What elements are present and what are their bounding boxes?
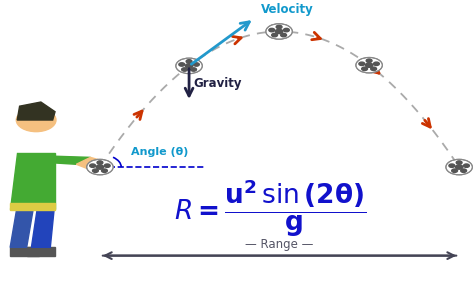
Text: $\mathbf{\mathit{R} = \dfrac{u^2\,\mathit{\sin}(2\theta)}{g}}$: $\mathbf{\mathit{R} = \dfrac{u^2\,\mathi…	[174, 178, 366, 239]
Circle shape	[101, 169, 108, 172]
Circle shape	[16, 108, 56, 132]
Polygon shape	[10, 153, 55, 208]
Circle shape	[272, 34, 277, 37]
Circle shape	[193, 63, 199, 66]
Polygon shape	[27, 247, 55, 256]
Circle shape	[191, 68, 197, 71]
Circle shape	[90, 164, 96, 167]
Circle shape	[374, 62, 379, 66]
Polygon shape	[10, 206, 34, 247]
Circle shape	[276, 25, 282, 29]
Text: Angle (θ): Angle (θ)	[131, 147, 188, 157]
Circle shape	[371, 67, 376, 70]
Circle shape	[362, 67, 367, 70]
Text: Velocity: Velocity	[261, 3, 314, 16]
Circle shape	[96, 165, 104, 169]
Polygon shape	[31, 200, 55, 247]
Circle shape	[456, 161, 462, 164]
Circle shape	[281, 34, 286, 37]
Circle shape	[283, 28, 289, 32]
Circle shape	[179, 63, 185, 66]
Circle shape	[269, 28, 275, 32]
Circle shape	[365, 63, 373, 67]
Bar	[10, 203, 55, 210]
Circle shape	[185, 64, 193, 68]
Polygon shape	[31, 156, 91, 164]
Circle shape	[186, 60, 192, 63]
Circle shape	[446, 159, 473, 175]
Circle shape	[461, 169, 466, 172]
Circle shape	[456, 165, 463, 169]
Polygon shape	[17, 102, 55, 120]
Circle shape	[87, 159, 113, 175]
Circle shape	[275, 29, 283, 34]
Circle shape	[97, 161, 103, 164]
Circle shape	[104, 164, 110, 167]
Circle shape	[366, 59, 372, 62]
Polygon shape	[10, 247, 38, 256]
Circle shape	[452, 169, 457, 172]
Circle shape	[356, 57, 383, 73]
Circle shape	[92, 169, 98, 172]
Text: Gravity: Gravity	[194, 77, 242, 90]
Text: — Range —: — Range —	[246, 239, 314, 251]
Circle shape	[266, 24, 292, 39]
Circle shape	[359, 62, 365, 66]
Circle shape	[182, 68, 187, 71]
Circle shape	[176, 58, 202, 74]
Circle shape	[449, 164, 455, 167]
Circle shape	[464, 164, 469, 167]
Polygon shape	[76, 157, 105, 170]
